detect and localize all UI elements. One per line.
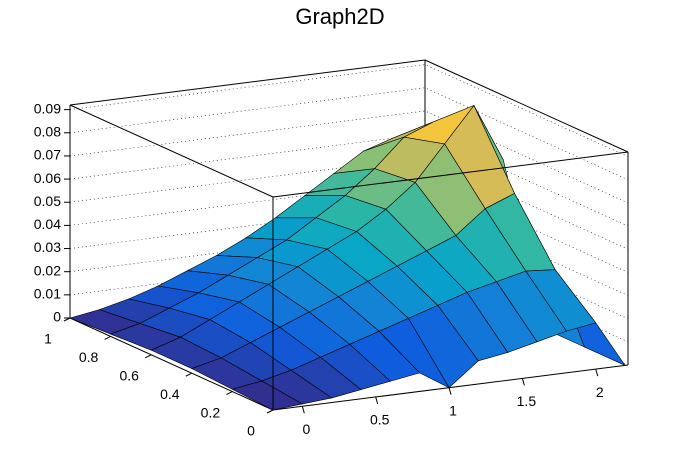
y-tick (185, 372, 193, 377)
box-edge (69, 317, 274, 411)
x-tick (301, 406, 305, 414)
z-tick-label: 0.02 (34, 262, 61, 278)
z-tick-label: 0.06 (34, 170, 61, 186)
x-tick-label: 0.5 (370, 412, 390, 428)
y-tick-label: 1 (44, 331, 52, 347)
z-tick-label: 0.03 (34, 239, 61, 255)
y-tick-label: 0.6 (119, 368, 139, 384)
y-tick (63, 317, 71, 322)
x-tick (595, 368, 599, 377)
y-tick (266, 409, 274, 414)
y-tick-label: 0.4 (160, 386, 180, 402)
z-tick-label: 0.09 (34, 100, 61, 116)
y-tick-label: 0.8 (79, 349, 99, 365)
y-tick-label: 0.2 (201, 404, 221, 420)
x-tick-label: 1.5 (517, 393, 537, 409)
x-tick (521, 378, 525, 386)
box-edge (272, 364, 629, 411)
z-tick-label: 0.04 (34, 216, 61, 232)
z-tick-label: 0 (53, 309, 61, 325)
box-edge (272, 151, 629, 198)
box-edge (424, 59, 629, 153)
z-tick-label: 0.08 (34, 123, 61, 139)
y-tick (144, 354, 152, 359)
x-tick-label: 2 (596, 384, 604, 400)
z-tick-label: 0.01 (34, 286, 61, 302)
x-tick-label: 0 (302, 421, 310, 437)
chart-title: Graph2D (295, 4, 384, 29)
z-tick-label: 0.05 (34, 193, 61, 209)
x-tick-label: 1 (449, 402, 457, 418)
x-tick (375, 396, 379, 405)
surface-cell (231, 380, 304, 411)
z-tick-label: 0.07 (34, 147, 61, 163)
y-tick-label: 0 (247, 423, 255, 439)
y-tick (104, 335, 111, 340)
box-edge (69, 59, 426, 106)
x-tick (448, 387, 452, 395)
y-tick (226, 391, 233, 396)
box-edge (69, 104, 274, 198)
